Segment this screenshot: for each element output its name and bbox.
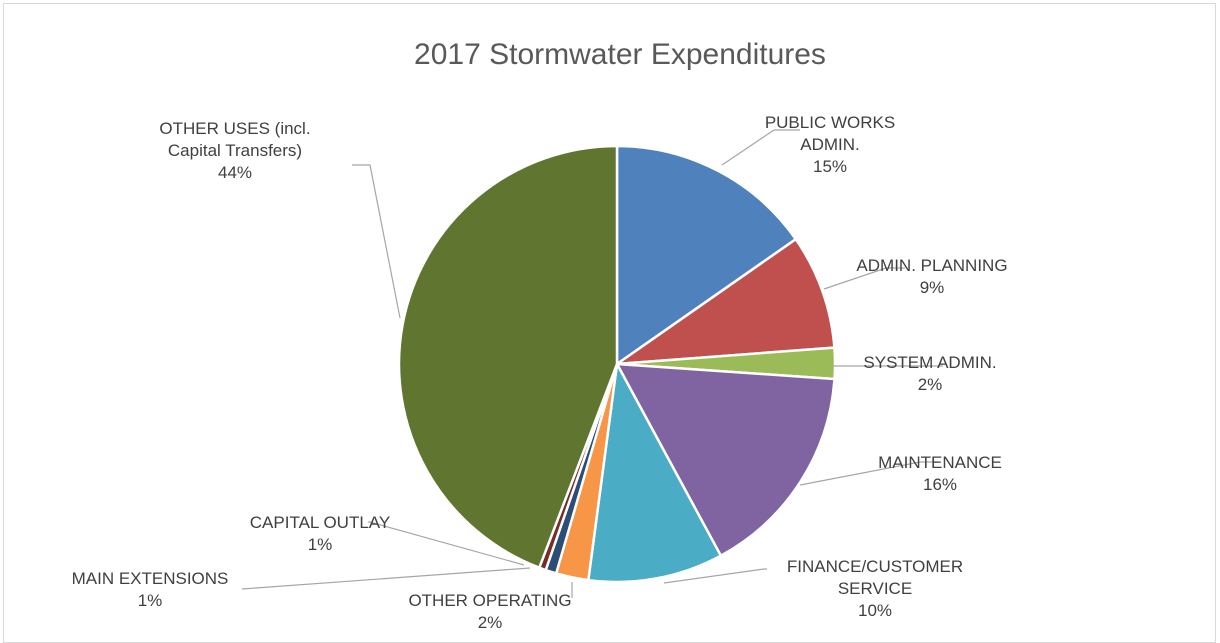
leader-line-0: [721, 129, 800, 166]
slice-label-3: MAINTENANCE 16%: [850, 452, 1030, 496]
slice-label-text: OTHER OPERATING: [408, 591, 572, 610]
leader-line-4: [663, 568, 767, 584]
leader-line-7: [368, 521, 525, 566]
slice-label-4: FINANCE/CUSTOMER SERVICE 10%: [760, 556, 990, 622]
pie-slice-admin-planning: [612, 237, 836, 366]
slice-percent: 1%: [307, 535, 333, 554]
slice-percent: 16%: [922, 475, 958, 494]
slice-label-6: MAIN EXTENSIONS 1%: [40, 568, 260, 612]
leader-line-6: [241, 567, 531, 590]
slice-label-text: MAIN EXTENSIONS: [71, 569, 229, 588]
slice-label-text: CAPITAL OUTLAY: [249, 513, 391, 532]
leader-line-1: [823, 267, 905, 290]
slice-label-2: SYSTEM ADMIN. 2%: [840, 352, 1020, 396]
slice-percent: 44%: [217, 163, 253, 182]
slice-percent: 2%: [477, 613, 503, 632]
slice-percent: 1%: [137, 591, 163, 610]
slice-label-text: MAINTENANCE: [878, 453, 1002, 472]
pie-slice-other-uses-incl-capital-transfers: [397, 144, 619, 570]
slice-label-5: OTHER OPERATING 2%: [380, 590, 600, 634]
slice-label-7: CAPITAL OUTLAY 1%: [220, 512, 420, 556]
slice-label-text: OTHER USES (incl.: [159, 119, 311, 138]
leader-line-8: [352, 164, 401, 319]
slice-percent: 2%: [917, 375, 943, 394]
slice-label-text: SERVICE: [837, 579, 913, 598]
slice-label-1: ADMIN. PLANNING 9%: [812, 255, 1052, 299]
slice-label-text: Capital Transfers): [167, 141, 303, 160]
slice-percent: 9%: [919, 278, 945, 297]
leader-line-3: [799, 461, 937, 486]
pie-slice-maintenance: [614, 362, 836, 558]
slice-label-8: OTHER USES (incl. Capital Transfers) 44%: [110, 118, 360, 184]
slice-percent: 15%: [812, 157, 848, 176]
slice-label-text: SYSTEM ADMIN.: [863, 353, 997, 372]
slice-label-text: ADMIN.: [800, 135, 860, 154]
pie-slice-finance-customer-service: [586, 360, 723, 584]
slice-label-text: FINANCE/CUSTOMER: [786, 557, 964, 576]
slice-label-text: PUBLIC WORKS: [764, 113, 896, 132]
slice-percent: 10%: [857, 601, 893, 620]
slice-label-text: ADMIN. PLANNING: [856, 256, 1008, 275]
pie-slice-public-works-admin: [615, 144, 798, 367]
slice-label-0: PUBLIC WORKS ADMIN. 15%: [700, 112, 960, 178]
chart-title: 2017 Stormwater Expenditures: [414, 38, 826, 71]
